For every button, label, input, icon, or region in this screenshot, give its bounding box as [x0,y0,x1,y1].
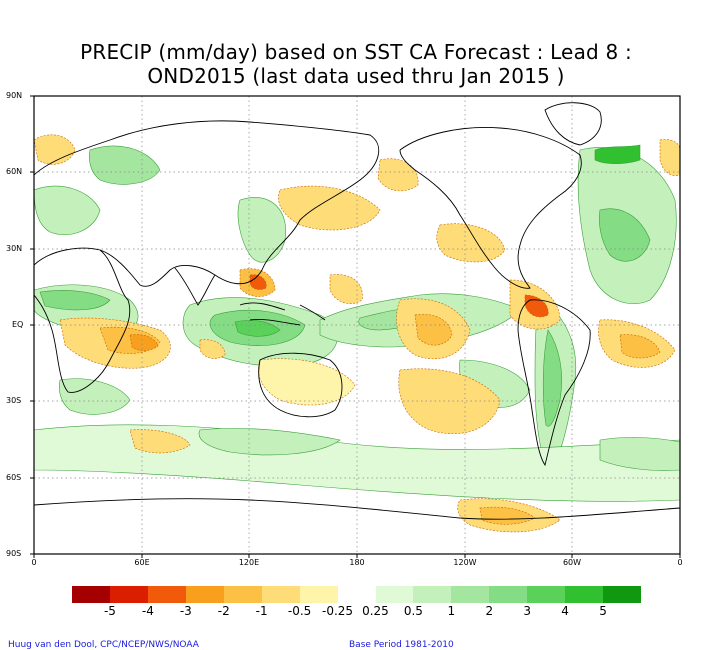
lat-label-90s: 90S [6,549,22,558]
legend-swatch-8 [375,586,414,603]
lat-label-60n: 60N [6,167,23,176]
lon-label-0-east: 0 [677,558,683,567]
australia-coastline [258,352,343,418]
lon-label-60w: 60W [562,558,582,567]
base-period-text: Base Period 1981-2010 [349,640,454,650]
legend-tick-1: -4 [141,604,154,618]
legend-swatch-5 [261,586,300,603]
north-america-coastline [399,127,582,289]
legend-swatch-12 [527,586,566,603]
legend-tick-0: -5 [103,604,116,618]
greenland-coastline [544,102,602,146]
legend-tick-10: 2 [485,604,494,618]
legend-swatch-14 [603,586,642,603]
legend-tick-8: 0.5 [403,604,423,618]
lon-label-120e: 120E [238,558,260,567]
map-title-line1: PRECIP (mm/day) based on SST CA Forecast… [80,40,632,64]
legend-tick-6: -0.25 [322,604,354,618]
legend-swatch-13 [565,586,604,603]
legend-tick-12: 4 [561,604,569,618]
legend-tick-2: -3 [179,604,192,618]
credit-text: Huug van den Dool, CPC/NCEP/NWS/NOAA [8,640,199,650]
south-america-coastline [517,299,591,467]
lon-label-180: 180 [349,558,365,567]
legend-swatch-7 [337,586,376,603]
lat-label-eq: EQ [12,320,24,329]
europe-asia-coastline [34,120,380,287]
legend-tick-3: -2 [217,604,230,618]
legend-tick-9: 1 [447,604,456,618]
legend-swatch-0 [72,586,110,603]
positive-anomaly-regions [34,144,680,502]
color-legend [72,586,642,603]
lon-label-120w: 120W [453,558,477,567]
lon-label-60e: 60E [134,558,150,567]
lat-label-60s: 60S [6,473,22,482]
legend-swatch-3 [185,586,224,603]
legend-swatch-6 [299,586,338,603]
africa-coastline [34,247,131,393]
lat-label-30s: 30S [6,396,22,405]
legend-swatch-1 [109,586,148,603]
legend-tick-11: 3 [523,604,532,618]
antarctica-coastline [34,498,680,520]
india-coastline [174,267,216,306]
legend-tick-4: -1 [255,604,268,618]
legend-tick-5: -0.5 [287,604,312,618]
coastlines [34,102,680,520]
legend-swatch-2 [147,586,186,603]
legend-tick-13: 5 [599,604,607,618]
legend-swatch-11 [489,586,528,603]
maritime-continent [239,302,326,326]
legend-swatch-10 [451,586,490,603]
legend-tick-7: 0.25 [362,604,389,618]
lon-label-0: 0 [31,558,37,567]
legend-swatch-4 [223,586,262,603]
axis-ticks [30,95,681,558]
legend-swatch-9 [413,586,452,603]
negative-anomaly-regions [34,134,680,533]
lat-label-30n: 30N [6,244,23,253]
map-title-line2: OND2015 (last data used thru Jan 2015 ) [147,64,565,88]
lat-label-90n: 90N [6,91,23,100]
